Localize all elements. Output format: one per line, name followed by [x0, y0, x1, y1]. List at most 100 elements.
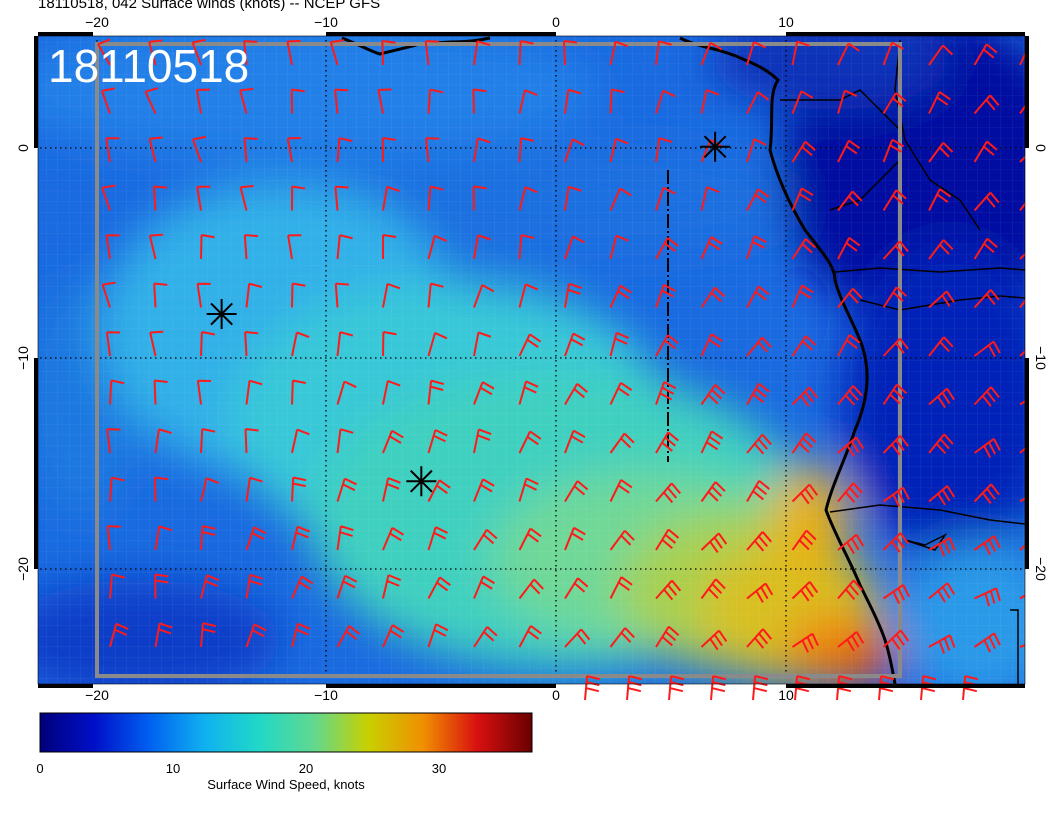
- wind-barb: [837, 436, 865, 457]
- markers: [206, 131, 731, 497]
- wind-barb: [109, 573, 125, 599]
- marker-asterisk: [700, 131, 731, 162]
- wind-barb: [518, 333, 542, 357]
- wind-barb: [109, 622, 129, 648]
- wind-barb: [973, 340, 1001, 358]
- wind-barb: [791, 529, 817, 551]
- wind-barb: [794, 675, 811, 701]
- wind-barb: [1019, 42, 1025, 66]
- wind-barb: [425, 137, 440, 163]
- wind-barb: [746, 336, 772, 357]
- wind-barb: [245, 282, 263, 308]
- wind-barb: [837, 89, 858, 114]
- wind-barb: [700, 236, 723, 260]
- coastline-north: [341, 36, 491, 56]
- colorbar-tick: 10: [166, 761, 180, 776]
- border-line: [829, 504, 1025, 525]
- wind-barb: [791, 483, 819, 505]
- wind-barb: [882, 240, 909, 260]
- wind-barb: [518, 40, 534, 66]
- wind-barb: [928, 433, 954, 455]
- wind-barb: [700, 41, 723, 66]
- wind-barb: [609, 530, 635, 551]
- wind-barb: [286, 137, 301, 163]
- wind-barb: [382, 527, 405, 551]
- wind-barb: [746, 235, 767, 260]
- wind-barb: [245, 623, 267, 648]
- wind-barb: [882, 286, 908, 309]
- wind-barb: [101, 184, 116, 211]
- wind-barb: [973, 43, 998, 66]
- wind-barb: [752, 675, 769, 701]
- wind-barb: [655, 625, 680, 648]
- wind-barb: [427, 429, 448, 454]
- wind-barb: [518, 578, 544, 600]
- left-lat-tick: −20: [15, 557, 31, 581]
- wind-barb: [427, 88, 444, 114]
- top-lon-tick: −10: [314, 14, 338, 30]
- wind-barb: [882, 92, 907, 115]
- wind-barb: [518, 624, 542, 648]
- wind-barb: [564, 526, 586, 551]
- wind-barb: [291, 379, 306, 405]
- domain-box: [95, 42, 902, 678]
- colorbar-tick: 20: [299, 761, 313, 776]
- bottom-lon-tick: −20: [85, 687, 109, 703]
- wind-barb: [928, 336, 954, 357]
- wind-barb: [200, 331, 215, 357]
- wind-barb: [200, 574, 220, 599]
- marker-asterisk: [206, 299, 237, 330]
- wind-barb: [791, 40, 810, 66]
- wind-barb: [882, 486, 910, 507]
- wind-barb: [382, 429, 404, 454]
- wind-barb: [564, 235, 585, 260]
- wind-barb: [837, 236, 861, 260]
- wind-barb: [668, 675, 685, 701]
- frame-tick-bars: [34, 32, 1029, 688]
- colorbar-tick: 30: [432, 761, 446, 776]
- wind-barb: [746, 628, 773, 649]
- wind-barb: [609, 381, 633, 405]
- wind-barb: [882, 532, 910, 553]
- wind-barb: [382, 234, 397, 260]
- wind-barb: [518, 283, 539, 308]
- wind-barb: [473, 528, 498, 551]
- wind-barb: [609, 432, 635, 454]
- wind-barb: [336, 137, 353, 163]
- wind-barb: [791, 140, 816, 163]
- wind-barb: [473, 137, 491, 163]
- wind-barb: [609, 187, 632, 211]
- wind-barb: [882, 337, 909, 357]
- wind-barb: [427, 331, 448, 357]
- wind-barb: [564, 282, 582, 308]
- wind-barb: [973, 140, 998, 163]
- bottom-lon-tick: 10: [778, 687, 794, 703]
- wind-barb: [609, 137, 629, 163]
- wind-barb: [154, 622, 173, 648]
- wind-barb: [973, 289, 1000, 309]
- wind-barb: [837, 42, 860, 66]
- wind-barb: [472, 185, 487, 211]
- wind-barb: [655, 186, 676, 211]
- wind-barb: [382, 331, 397, 357]
- wind-barb: [144, 87, 159, 114]
- wind-barb: [700, 578, 726, 600]
- wind-barb: [153, 379, 168, 405]
- wind-barb: [196, 185, 211, 211]
- wind-barb: [564, 480, 589, 503]
- wind-barb: [244, 428, 259, 454]
- wind-barb: [837, 385, 863, 406]
- colorbar: 0 10 20 30 Surface Wind Speed, knots: [36, 712, 533, 792]
- wind-barb: [518, 380, 539, 405]
- wind-barb: [882, 41, 904, 66]
- wind-barb: [973, 386, 1000, 407]
- wind-barb: [973, 94, 1000, 115]
- wind-barb: [700, 384, 726, 406]
- bottom-longitude-ticks: −20 −10 0 10: [85, 687, 794, 703]
- wind-barb: [101, 281, 116, 308]
- wind-barb: [626, 675, 643, 701]
- wind-barb: [928, 239, 954, 260]
- wind-barb: [109, 379, 125, 405]
- wind-barb: [655, 89, 676, 114]
- wind-barb: [609, 331, 630, 357]
